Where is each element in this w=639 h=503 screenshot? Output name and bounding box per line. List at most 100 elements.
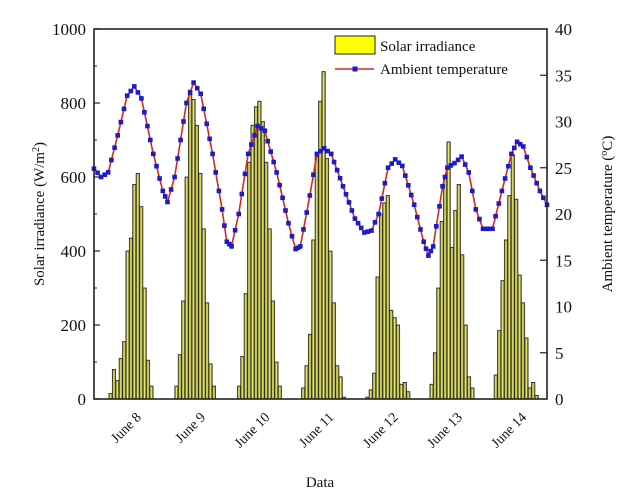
irradiance-bar <box>194 124 199 400</box>
irradiance-bar <box>108 393 113 400</box>
temperature-marker <box>109 157 114 163</box>
temperature-marker <box>362 230 367 235</box>
irradiance-bar <box>429 383 434 400</box>
temperature-marker <box>139 96 144 101</box>
right-tick-label: 10 <box>555 298 572 317</box>
temperature-marker <box>160 188 166 194</box>
irradiance-bar <box>331 302 336 400</box>
temperature-marker <box>445 165 450 170</box>
irradiance-bar <box>436 287 441 400</box>
irradiance-bar-highlight <box>110 394 112 399</box>
irradiance-bar <box>517 274 522 400</box>
irradiance-bar-highlight <box>333 303 335 399</box>
temperature-marker <box>118 119 124 125</box>
temperature-marker <box>506 163 511 169</box>
temperature-marker <box>98 174 104 180</box>
irradiance-bar <box>432 352 438 400</box>
irradiance-bar-highlight <box>316 157 318 399</box>
temperature-marker <box>352 216 358 221</box>
temperature-marker <box>400 163 405 169</box>
temperature-marker <box>466 170 471 175</box>
irradiance-bar <box>456 184 461 400</box>
irradiance-bar <box>318 100 323 400</box>
irradiance-bar-highlight <box>522 303 524 399</box>
irradiance-bar-highlight <box>144 289 146 399</box>
temperature-marker <box>531 173 536 178</box>
x-tick-label: June 10 <box>232 410 273 451</box>
irradiance-bar-highlight <box>444 178 446 399</box>
irradiance-bar <box>524 337 529 400</box>
irradiance-bar <box>443 176 448 400</box>
temperature-marker <box>314 151 320 157</box>
temperature-marker <box>496 201 502 206</box>
irradiance-bar-highlight <box>248 163 250 399</box>
temperature-line-layer <box>91 80 550 258</box>
irradiance-bar <box>514 198 519 400</box>
irradiance-bar-highlight <box>189 91 191 400</box>
irradiance-bar-highlight <box>394 318 396 399</box>
irradiance-bar-highlight <box>269 229 271 399</box>
temperature-marker <box>224 239 230 244</box>
irradiance-bar-highlight <box>448 142 450 399</box>
irradiance-bar <box>260 121 265 400</box>
irradiance-bar-highlight <box>262 122 264 399</box>
irradiance-bar <box>372 372 377 400</box>
temperature-marker <box>283 208 288 213</box>
irradiance-bar <box>177 354 182 400</box>
temperature-marker <box>239 191 245 197</box>
temperature-marker <box>286 220 291 226</box>
x-axis: June 8 June 9 June 10 June 11 June 12 June 13… <box>109 410 530 451</box>
temperature-marker <box>321 146 327 151</box>
temperature-marker <box>428 248 434 254</box>
irradiance-bar-highlight <box>279 387 281 399</box>
irradiance-bar <box>277 385 282 400</box>
temperature-marker <box>311 172 316 177</box>
irradiance-bar <box>402 382 407 400</box>
irradiance-bar-highlight <box>206 303 208 399</box>
temperature-marker <box>331 159 337 165</box>
irradiance-bar-highlight <box>186 178 188 399</box>
temperature-marker <box>334 167 340 173</box>
legend: Solar irradiance Ambient temperature <box>334 35 508 78</box>
irradiance-bar <box>497 330 502 400</box>
irradiance-bar-highlight <box>340 377 342 399</box>
irradiance-bar <box>395 324 401 400</box>
irradiance-bar-highlight <box>196 126 198 399</box>
irradiance-bar <box>198 172 203 400</box>
legend-swatch-solar-irradiance <box>334 35 376 55</box>
temperature-marker <box>187 90 193 96</box>
temperature-marker <box>151 151 156 157</box>
irradiance-bar <box>205 302 210 400</box>
irradiance-bar <box>460 254 465 400</box>
temperature-marker <box>470 188 475 194</box>
temperature-marker <box>245 151 251 157</box>
temperature-marker <box>524 154 530 160</box>
irradiance-bar-highlight <box>272 301 274 399</box>
irradiance-bar <box>385 195 390 400</box>
temperature-marker <box>216 188 222 194</box>
irradiance-bar <box>301 387 306 400</box>
legend-label-solar-irradiance: Solar irradiance <box>380 39 476 55</box>
right-tick-label: 25 <box>555 159 572 178</box>
temperature-marker <box>448 163 454 168</box>
temperature-marker <box>406 183 411 188</box>
irradiance-bar <box>149 385 154 400</box>
irradiance-bar-highlight <box>213 387 215 399</box>
irradiance-bar-highlight <box>175 387 177 399</box>
irradiance-bar-highlight <box>137 174 139 399</box>
temperature-marker <box>487 226 492 232</box>
irradiance-bar <box>267 228 272 400</box>
irradiance-bar-highlight <box>495 375 497 399</box>
temperature-marker <box>154 163 159 169</box>
irradiance-bar <box>142 287 147 400</box>
temperature-marker <box>301 227 306 232</box>
irradiance-bar <box>118 357 123 400</box>
irradiance-bar-highlight <box>199 174 201 399</box>
irradiance-bar <box>270 300 276 400</box>
irradiance-bar <box>453 209 458 400</box>
irradiance-bar-highlight <box>182 301 184 399</box>
temperature-marker <box>95 170 100 176</box>
temperature-marker <box>204 121 209 127</box>
temperature-marker <box>418 227 423 232</box>
irradiance-bar-highlight <box>498 331 500 399</box>
